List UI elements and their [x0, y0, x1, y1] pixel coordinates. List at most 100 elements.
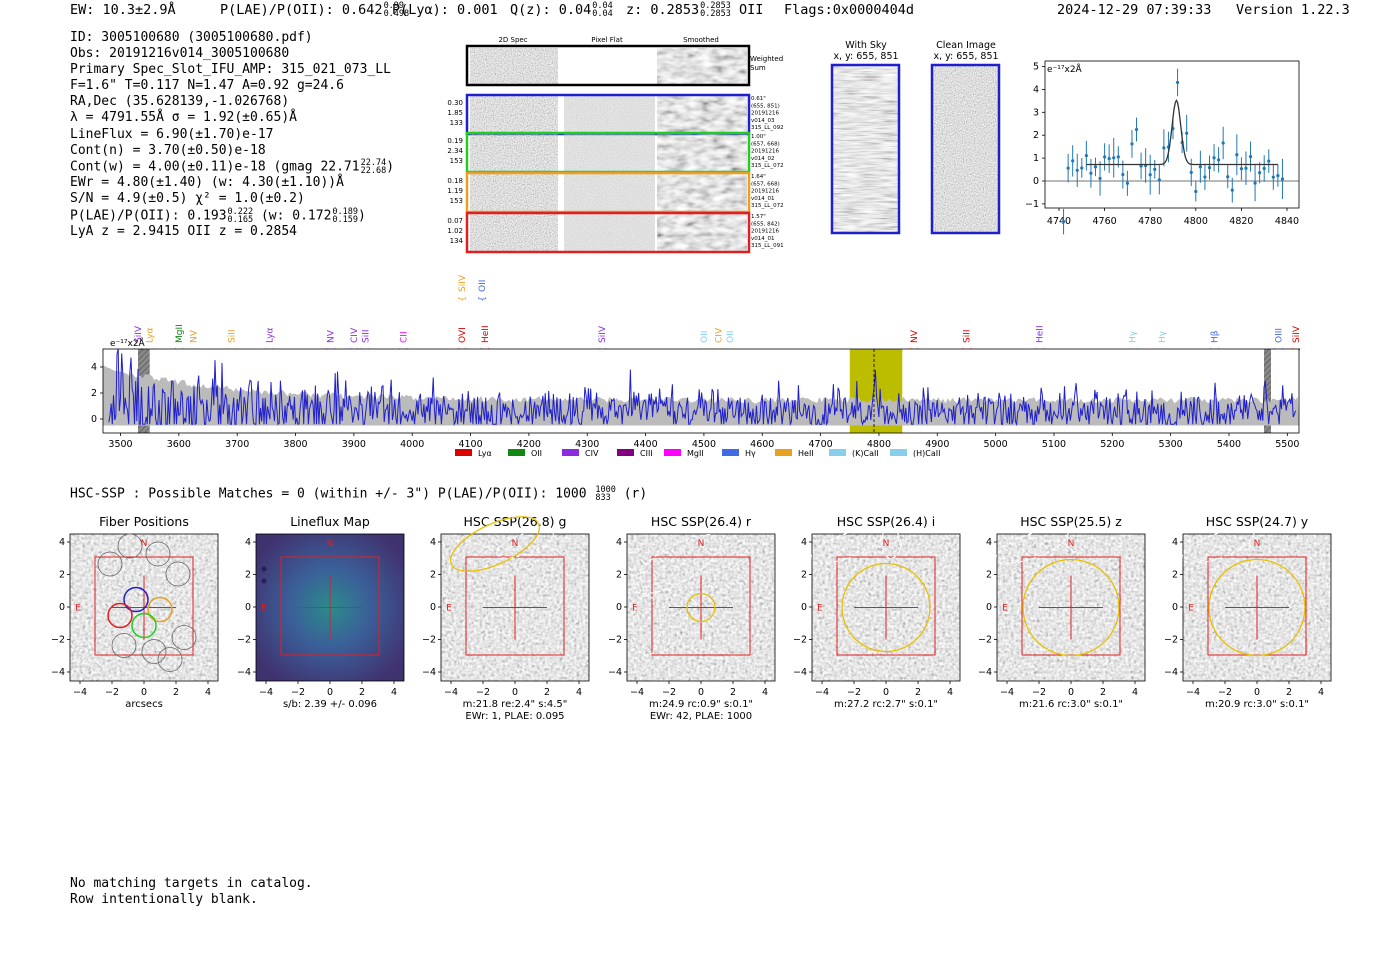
info-lambda: λ = 4791.55Å σ = 1.92(±0.65)Å — [70, 110, 297, 126]
footer-notes: No matching targets in catalog. Row inte… — [70, 876, 313, 907]
header-plae: P(LAE)/P(OII): 0.642 0.99 0.498 — [220, 2, 410, 19]
header-plya: P(Lyα): 0.001 — [392, 2, 498, 18]
info-plae-w-lo: 0.159 — [332, 214, 359, 225]
zoom-point — [1071, 159, 1075, 163]
zoom-point — [1075, 168, 1079, 172]
panel-xtick-label: −2 — [476, 687, 490, 698]
panel-ytick-label: −2 — [51, 635, 65, 646]
panel-xtick-label: 2 — [730, 687, 736, 698]
zoom-point — [1093, 165, 1098, 169]
east-label: E — [261, 604, 267, 614]
zoom-chart-frame — [1044, 60, 1300, 209]
panel-ytick-label: 4 — [616, 537, 622, 548]
panel-xtick-label: 2 — [915, 687, 921, 698]
panel-caption: s/b: 2.39 +/- 0.096 — [283, 699, 377, 710]
cutout-right-value: 20191216 — [751, 111, 779, 117]
panel-caption-2: EWr: 42, PLAE: 1000 — [650, 711, 752, 722]
cutout-block: 2D Spec Pixel Flat Smoothed Weighted Sum… — [447, 36, 784, 254]
legend-swatch — [508, 449, 525, 456]
panel-ytick-label: −2 — [793, 635, 807, 646]
spectrum-chart: SiIV{Lyα{MgII{NV{SiII{Lyα{NV{CIV{SiII{CI… — [91, 274, 1302, 458]
spectrum-xtick-label: 3500 — [108, 439, 132, 450]
panel-ytick-label: 0 — [245, 602, 251, 613]
header-z-hi: 0.2853 — [700, 1, 731, 11]
spectrum-ytick-label: 4 — [91, 362, 97, 373]
cutout-left-value: 153 — [450, 157, 463, 165]
panel-ytick-label: 4 — [801, 537, 807, 548]
legend-swatch — [890, 449, 907, 456]
spectrum-xtick-label: 3900 — [342, 439, 366, 450]
panel-ytick-label: 0 — [430, 602, 436, 613]
with-sky-coords: x, y: 655, 851 — [833, 51, 898, 62]
info-fiber: F=1.6" T=0.117 N=1.47 A=0.92 g=24.6 — [70, 78, 344, 94]
panel-xtick-label: 0 — [698, 687, 704, 698]
line-marker-label: NV — [327, 329, 337, 343]
panel-ytick-label: −2 — [1164, 635, 1178, 646]
spectrum-xtick-label: 4100 — [458, 439, 482, 450]
cutout-right-value: 20191216 — [751, 189, 779, 195]
cutout-right-value: (655, 842) — [751, 221, 780, 227]
east-label: E — [817, 604, 823, 614]
header-flags: Flags:0x0000404d — [784, 2, 915, 18]
panel-ytick-label: −4 — [237, 667, 251, 678]
zoom-point — [1207, 165, 1212, 170]
fiber-circle — [145, 541, 171, 567]
east-label: E — [632, 604, 638, 614]
zoom-xtick-label: 4740 — [1047, 216, 1071, 227]
spectrum-xtick-label: 4200 — [517, 439, 541, 450]
zoom-point — [1248, 155, 1253, 159]
spectrum-frame — [102, 348, 1300, 434]
with-sky-image — [832, 65, 899, 233]
header-z-line: OII — [739, 2, 764, 18]
zoom-point — [1198, 165, 1202, 169]
panel-xtick-label: 2 — [1286, 687, 1292, 698]
panel-xtick-label: −2 — [105, 687, 119, 698]
line-marker-label-upper: OII — [478, 280, 488, 292]
spectrum-xtick-label: 5200 — [1100, 439, 1124, 450]
zoom-ytick-label: 2 — [1033, 130, 1039, 141]
panel-xtick-label: 0 — [883, 687, 889, 698]
panel-caption: m:20.9 rc:3.0" s:0.1" — [1205, 699, 1309, 710]
legend-swatch — [722, 449, 739, 456]
info-radec: RA,Dec (35.628139,-1.026768) — [70, 94, 290, 110]
panel-caption-2: EWr: 1, PLAE: 0.095 — [465, 711, 564, 722]
zoom-chart-ticks: 4740 4760 4780 4800 4820 4840 5 4 3 2 1 0 −1 — [1025, 62, 1299, 228]
zoom-point — [1066, 166, 1070, 170]
zoom-point — [1107, 157, 1111, 161]
zoom-fit-chart: e⁻¹⁷x2Å 4740 4760 4780 4800 4820 4840 5 4 3 2 1 0 −1 — [1025, 60, 1300, 235]
line-marker-label: HeII — [1035, 325, 1045, 343]
panel-xtick-label: 2 — [1100, 687, 1106, 698]
info-contw-lo: 22.68 — [360, 165, 387, 176]
legend-swatch — [775, 449, 792, 456]
zoom-point — [1139, 164, 1143, 168]
imaging-panel: HSC SSP(26.8) g N E −4 −2 0 2 4 4 2 0 −2 −4 m:21.8 re… — [422, 514, 590, 722]
zoom-point — [1221, 141, 1225, 145]
line-marker-brace-upper: { — [458, 296, 468, 302]
aperture-box — [94, 556, 194, 656]
line-marker-label: Lyα — [265, 327, 275, 343]
footer-line-2: Row intentionally blank. — [70, 891, 258, 907]
cutout-right-value: 315_LL_072 — [751, 163, 784, 169]
spectrum-axes: 3500 3600 3700 3800 3900 4000 4100 4200 4300 4400… — [91, 362, 1299, 450]
north-label: N — [141, 539, 148, 549]
cutout-left-value: 1.85 — [447, 109, 463, 117]
legend-swatch — [664, 449, 681, 456]
info-plae: P(LAE)/P(OII): 0.193 0.222 0.165 (w: 0.172… — [70, 206, 394, 225]
source-ellipse — [450, 516, 540, 572]
cutout-left-value: 0.07 — [447, 217, 463, 225]
line-marker-brace-upper: { — [478, 296, 488, 302]
header-version: Version 1.22.3 — [1236, 2, 1350, 18]
zoom-point — [1212, 156, 1216, 160]
info-obs: Obs: 20191216v014_3005100680 — [70, 46, 290, 62]
header-z: z: 0.2853 0.2853 0.2853 OII — [626, 1, 764, 19]
cutout-weighted-label: Weighted — [750, 55, 783, 63]
panel-xtick-label: −2 — [662, 687, 676, 698]
info-plae-hi: 0.222 — [227, 206, 254, 217]
spectrum-xtick-label: 3600 — [167, 439, 191, 450]
panel-title: HSC SSP(26.4) r — [651, 514, 752, 529]
panel-ytick-label: 4 — [245, 537, 251, 548]
fiber-circle — [97, 551, 123, 577]
zoom-point — [1244, 166, 1248, 170]
header-plae-lo: 0.498 — [383, 9, 410, 19]
with-sky-title: With Sky — [845, 40, 887, 51]
